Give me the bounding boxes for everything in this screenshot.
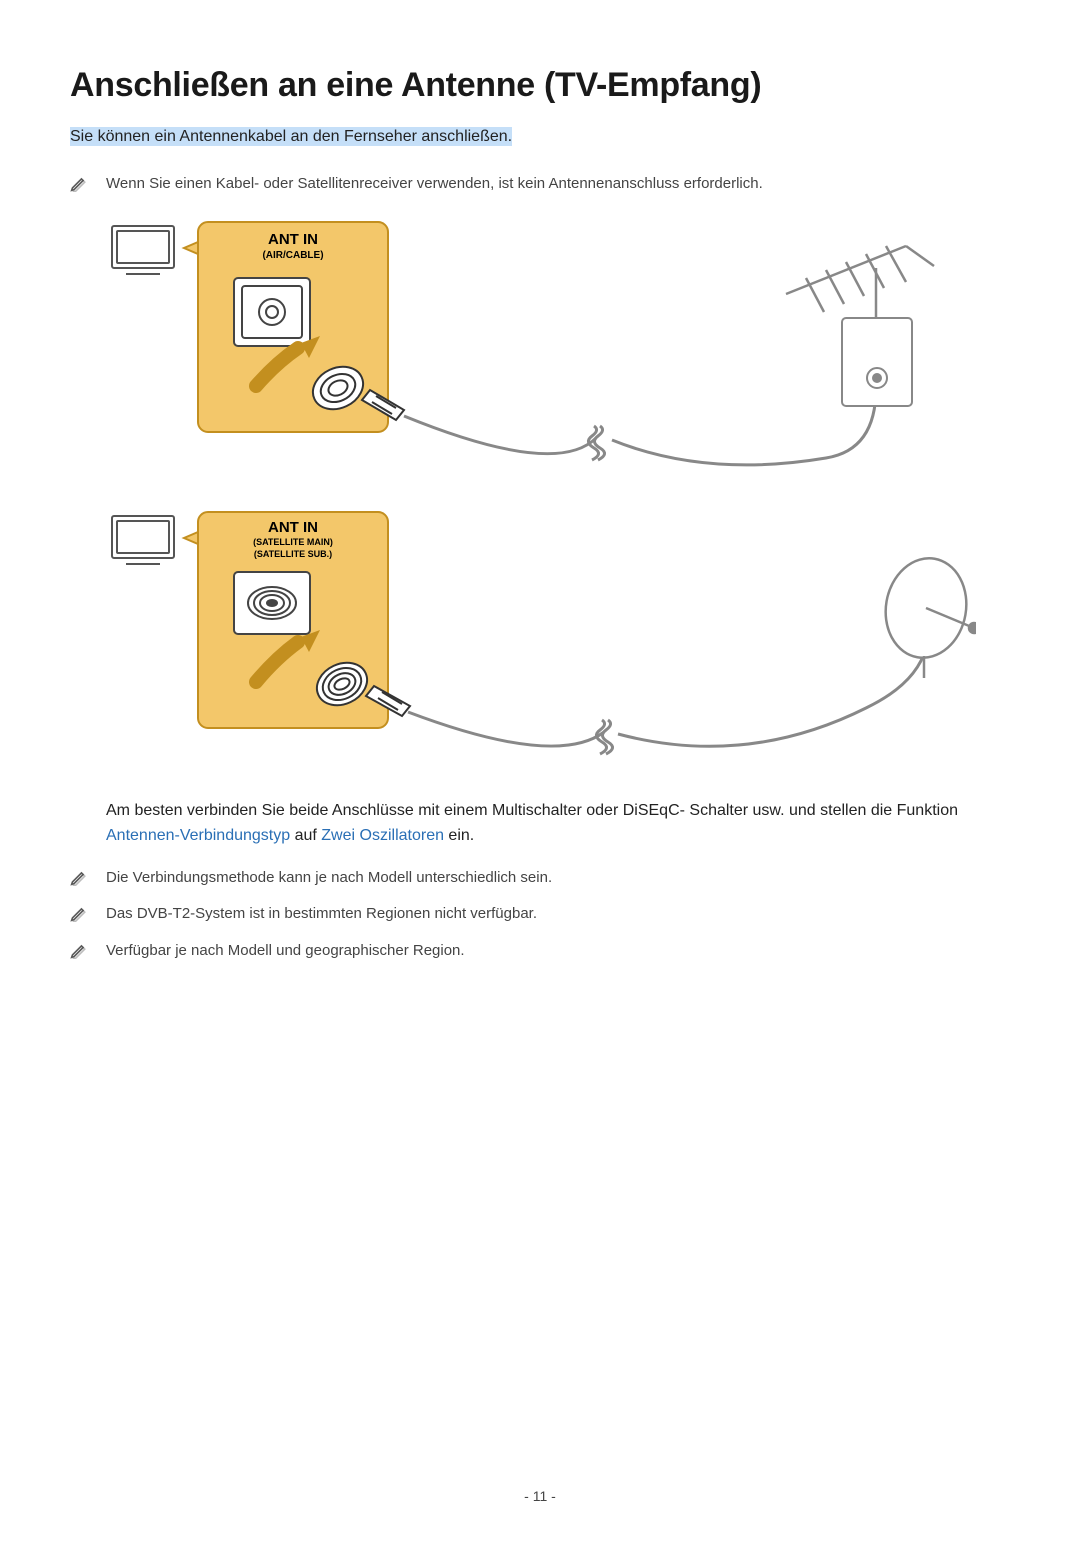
cable-line bbox=[408, 712, 604, 746]
satellite-sub-label: (SATELLITE SUB.) bbox=[254, 549, 332, 559]
note-item: Das DVB-T2-System ist in bestimmten Regi… bbox=[70, 903, 1010, 930]
note-text: Wenn Sie einen Kabel- oder Satellitenrec… bbox=[106, 173, 763, 196]
antenna-diagram-air-cable: ANT IN (AIR/CABLE) bbox=[106, 218, 1010, 478]
two-oscillators-link[interactable]: Zwei Oszillatoren bbox=[321, 827, 444, 844]
note-top: Wenn Sie einen Kabel- oder Satellitenrec… bbox=[70, 173, 1010, 200]
body-pre: Am besten verbinden Sie beide Anschlüsse… bbox=[106, 802, 958, 819]
satellite-dish-icon bbox=[878, 551, 976, 677]
notes-bottom-group: Die Verbindungsmethode kann je nach Mode… bbox=[70, 867, 1010, 967]
note-text: Die Verbindungsmethode kann je nach Mode… bbox=[106, 867, 552, 890]
callout-box: ANT IN (AIR/CABLE) bbox=[184, 222, 404, 432]
body-mid: auf bbox=[290, 827, 321, 844]
pencil-icon bbox=[70, 868, 92, 894]
ant-in-label: ANT IN bbox=[268, 519, 318, 536]
satellite-main-label: (SATELLITE MAIN) bbox=[253, 537, 333, 547]
note-item: Verfügbar je nach Modell und geographisc… bbox=[70, 940, 1010, 967]
tv-icon bbox=[112, 226, 174, 274]
body-post: ein. bbox=[444, 827, 474, 844]
page-title: Anschließen an eine Antenne (TV-Empfang) bbox=[70, 60, 1010, 111]
pencil-icon bbox=[70, 941, 92, 967]
air-cable-label: (AIR/CABLE) bbox=[262, 250, 323, 261]
threaded-socket-icon bbox=[234, 572, 310, 634]
pencil-icon bbox=[70, 904, 92, 930]
note-text: Das DVB-T2-System ist in bestimmten Regi… bbox=[106, 903, 537, 926]
note-text: Verfügbar je nach Modell und geographisc… bbox=[106, 940, 465, 963]
pencil-icon bbox=[70, 174, 92, 200]
ant-in-label: ANT IN bbox=[268, 231, 318, 248]
page-subtitle: Sie können ein Antennenkabel an den Fern… bbox=[70, 127, 512, 146]
antenna-diagram-satellite: ANT IN (SATELLITE MAIN) (SATELLITE SUB.) bbox=[106, 508, 1010, 768]
tv-icon bbox=[112, 516, 174, 564]
callout-box: ANT IN (SATELLITE MAIN) (SATELLITE SUB.) bbox=[184, 512, 410, 728]
page-number: - 11 - bbox=[70, 1486, 1010, 1507]
cable-line bbox=[404, 416, 596, 454]
wall-socket-icon bbox=[234, 278, 310, 346]
wall-plate-icon bbox=[842, 318, 912, 406]
antenna-connection-type-link[interactable]: Antennen-Verbindungstyp bbox=[106, 827, 290, 844]
body-paragraph: Am besten verbinden Sie beide Anschlüsse… bbox=[106, 798, 1010, 849]
note-item: Die Verbindungsmethode kann je nach Mode… bbox=[70, 867, 1010, 894]
rooftop-antenna-icon bbox=[786, 246, 934, 318]
